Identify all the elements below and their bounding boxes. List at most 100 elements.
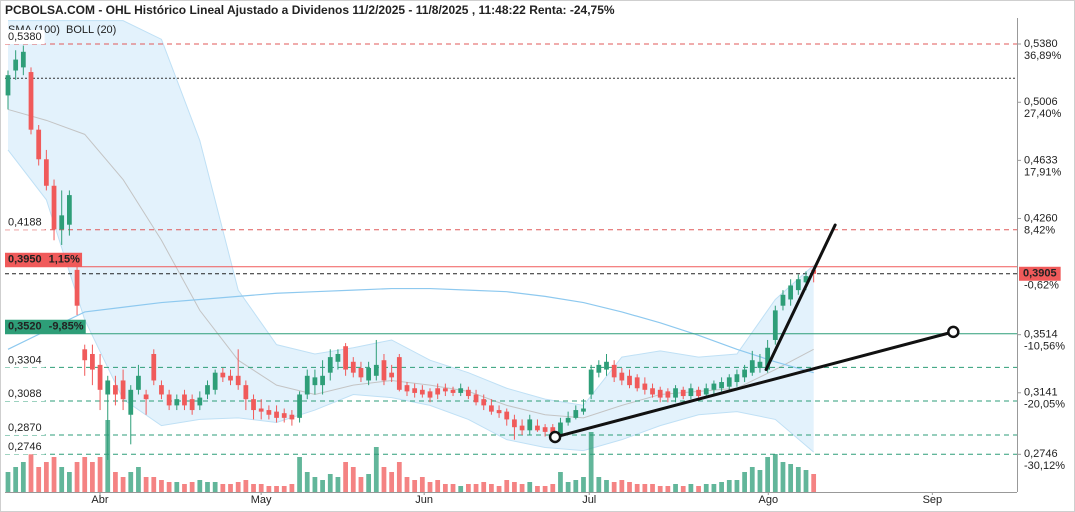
volume-bar bbox=[703, 484, 709, 492]
volume-bar bbox=[59, 467, 65, 492]
volume-bar bbox=[143, 477, 149, 492]
volume-bar bbox=[673, 484, 678, 492]
volume-bar bbox=[66, 472, 72, 492]
candle-body bbox=[650, 388, 655, 395]
volume-bar bbox=[450, 484, 456, 492]
candle-body bbox=[66, 195, 72, 225]
volume-bar bbox=[220, 484, 226, 492]
volume-bar bbox=[251, 484, 256, 492]
x-tick-label: Jun bbox=[415, 494, 433, 506]
volume-bar bbox=[166, 482, 172, 492]
volume-bar bbox=[588, 432, 594, 492]
volume-bar bbox=[159, 480, 164, 492]
volume-bar bbox=[749, 467, 755, 492]
candle-body bbox=[757, 361, 763, 369]
candle-body bbox=[182, 394, 187, 406]
legend-boll: BOLL (20) bbox=[66, 24, 116, 36]
axes bbox=[5, 18, 1021, 495]
volume-bar bbox=[504, 480, 510, 492]
volume-bar bbox=[765, 457, 771, 492]
candle-body bbox=[419, 389, 425, 395]
candle-body bbox=[82, 349, 88, 361]
candle-body bbox=[427, 391, 433, 398]
volume-bar bbox=[281, 486, 287, 492]
volume-bar bbox=[389, 472, 395, 492]
last-price-box bbox=[1019, 266, 1061, 281]
volume-bar bbox=[289, 484, 295, 492]
level-change: -9,85% bbox=[49, 321, 84, 333]
candle-body bbox=[228, 375, 233, 381]
candle-body bbox=[274, 411, 279, 418]
candle-body bbox=[358, 368, 364, 378]
volume-bar bbox=[182, 484, 187, 492]
level-label: 0,3950 bbox=[8, 254, 42, 266]
volume-bar bbox=[473, 484, 479, 492]
y-tick-label: 0,4260 bbox=[1024, 212, 1058, 224]
trendline-handle bbox=[947, 325, 960, 339]
volume-bar bbox=[343, 462, 348, 492]
volume-bar bbox=[350, 467, 356, 492]
volume-bar bbox=[489, 484, 494, 492]
candle-body bbox=[619, 372, 625, 381]
level-label-bg bbox=[5, 387, 45, 402]
volume-bar bbox=[174, 482, 180, 492]
volume-bar bbox=[726, 480, 732, 492]
candle-body bbox=[128, 389, 134, 415]
trendline-handle bbox=[548, 430, 562, 444]
candle-body bbox=[90, 353, 95, 370]
volume-bar bbox=[803, 470, 809, 492]
candle-body bbox=[481, 399, 487, 406]
candle-body bbox=[604, 361, 609, 370]
volume-bar bbox=[688, 484, 694, 492]
candle-body bbox=[13, 59, 19, 71]
y-tick-label: 0,5006 bbox=[1024, 96, 1058, 108]
volume-bar bbox=[696, 486, 701, 492]
x-tick-label: Jul bbox=[582, 494, 596, 506]
volume-bar bbox=[780, 462, 786, 492]
volume-bar bbox=[657, 486, 663, 492]
volume-bar bbox=[634, 484, 640, 492]
candle-body bbox=[74, 269, 80, 306]
candle-body bbox=[97, 364, 103, 390]
volume-bar bbox=[535, 486, 540, 492]
candle-body bbox=[673, 388, 678, 398]
trendline bbox=[553, 330, 955, 439]
candle-body bbox=[788, 285, 794, 300]
candle-body bbox=[450, 389, 456, 393]
x-tick-label: Abr bbox=[91, 494, 108, 506]
volume-bar bbox=[297, 457, 302, 492]
candle-body bbox=[59, 215, 65, 230]
volume-bar bbox=[151, 477, 157, 492]
candle-body bbox=[772, 310, 778, 340]
level-label-box bbox=[5, 252, 83, 267]
volume-bar bbox=[519, 484, 525, 492]
candle-body bbox=[389, 372, 395, 378]
last-price-change: -0,62% bbox=[1024, 280, 1059, 292]
candle-body bbox=[742, 369, 747, 378]
level-label-bg bbox=[5, 420, 45, 435]
bollinger-middle bbox=[7, 108, 814, 419]
candle-body bbox=[327, 357, 333, 373]
candle-body bbox=[159, 385, 164, 395]
candle-body bbox=[143, 394, 149, 400]
candle-body bbox=[696, 389, 701, 397]
volume-bar bbox=[228, 484, 233, 492]
y-tick-change: 17,91% bbox=[1024, 166, 1062, 178]
candle-body bbox=[711, 383, 717, 390]
candle-body bbox=[43, 159, 49, 186]
volume-bar bbox=[396, 462, 402, 492]
candle-body bbox=[36, 129, 42, 160]
candle-body bbox=[680, 389, 686, 397]
candle-body bbox=[588, 369, 594, 395]
candle-body bbox=[412, 388, 418, 393]
candle-body bbox=[174, 399, 180, 406]
candle-body bbox=[243, 385, 249, 400]
trendline bbox=[764, 223, 837, 372]
candle-body bbox=[565, 417, 571, 423]
volume-bar bbox=[28, 452, 34, 492]
volume-bar bbox=[596, 477, 602, 492]
candle-body bbox=[765, 347, 771, 370]
candle-body bbox=[166, 394, 172, 406]
chart-title: PCBOLSA.COM - OHL Histórico Lineal Ajust… bbox=[5, 3, 615, 17]
candle-body bbox=[120, 380, 126, 400]
